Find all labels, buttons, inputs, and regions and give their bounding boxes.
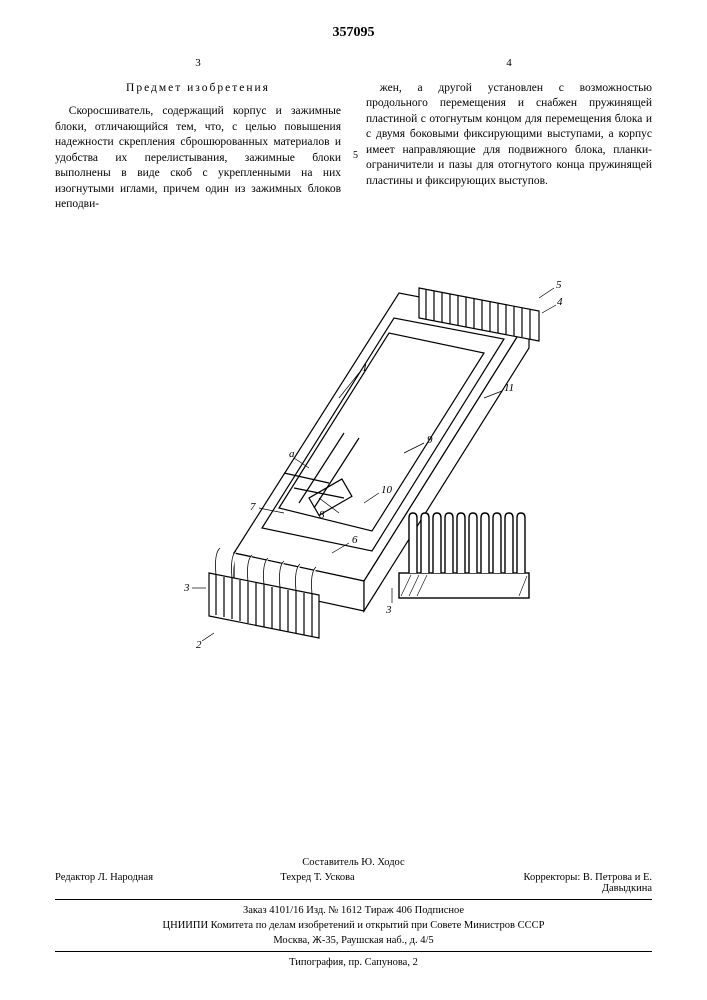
figure-label-3b: 3	[385, 604, 392, 616]
section-title: Предмет изобретения	[55, 81, 341, 97]
figure-label-5: 5	[556, 279, 562, 291]
figure-label-1: 1	[362, 362, 368, 374]
right-column-text: жен, а другой установлен с возможностью …	[366, 81, 652, 190]
figure-drawing: 1 2 3 4 5 6 7 8 9 10 11 a 3	[144, 243, 564, 663]
figure-label-7: 7	[250, 501, 256, 513]
footer-editor: Редактор Л. Народная	[55, 872, 153, 894]
left-column-number: 3	[55, 56, 341, 71]
figure-label-9: 9	[427, 434, 433, 446]
figure-label-4: 4	[557, 296, 563, 308]
footer-compiler: Составитель Ю. Ходос	[55, 855, 652, 870]
footer-print-line: Типография, пр. Сапунова, 2	[55, 955, 652, 970]
figure-label-a: a	[289, 448, 295, 460]
right-column-number: 4	[366, 56, 652, 71]
figure-label-3: 3	[183, 582, 190, 594]
footer-correctors: Корректоры: В. Петрова и Е. Давыдкина	[482, 872, 652, 894]
text-columns: 3 Предмет изобретения Скоросшиватель, со…	[0, 41, 707, 213]
footer-tech-editor: Техред Т. Ускова	[280, 872, 354, 894]
right-column: 4 жен, а другой установлен с возможность…	[366, 56, 652, 213]
footer-org-line2: Москва, Ж-35, Раушская наб., д. 4/5	[55, 933, 652, 948]
left-column-text: Скоросшиватель, содержащий корпус и зажи…	[55, 104, 341, 213]
line-number-5: 5	[353, 150, 358, 161]
document-number: 357095	[0, 0, 707, 41]
footer-org-line1: ЦНИИПИ Комитета по делам изобретений и о…	[55, 918, 652, 933]
figure-label-10: 10	[381, 484, 393, 496]
figure-label-6: 6	[352, 534, 358, 546]
document-footer: Составитель Ю. Ходос Редактор Л. Народна…	[55, 855, 652, 970]
footer-order-line: Заказ 4101/16 Изд. № 1612 Тираж 406 Подп…	[55, 903, 652, 918]
figure-label-11: 11	[504, 382, 514, 394]
figure-label-2: 2	[196, 639, 202, 651]
figure-label-8: 8	[319, 509, 325, 521]
left-column: 3 Предмет изобретения Скоросшиватель, со…	[55, 56, 341, 213]
patent-figure: 1 2 3 4 5 6 7 8 9 10 11 a 3	[0, 243, 707, 663]
